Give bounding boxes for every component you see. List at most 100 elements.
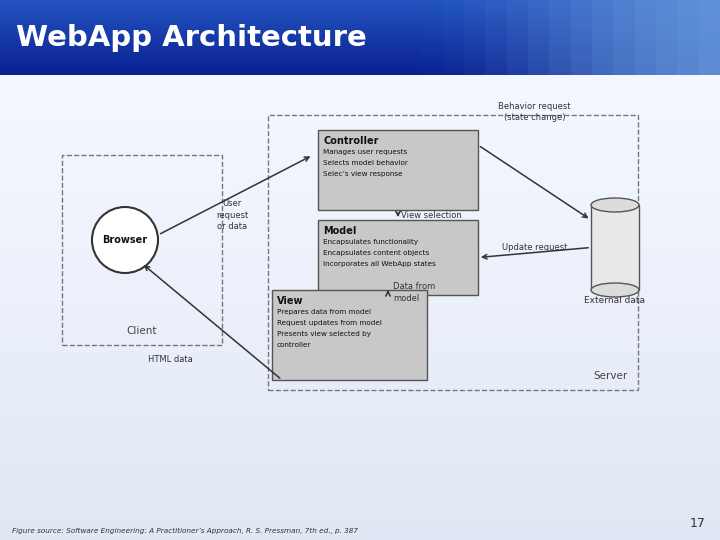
Bar <box>0 180 720 191</box>
Bar <box>0 168 720 180</box>
Bar <box>0 55 720 57</box>
Text: Figure source: Software Engineering: A Practitioner’s Approach, R. S. Pressman, : Figure source: Software Engineering: A P… <box>12 528 358 534</box>
Text: WebApp Architecture: WebApp Architecture <box>16 24 366 51</box>
Bar <box>272 290 427 380</box>
Text: View selection: View selection <box>401 211 462 219</box>
Text: Presents view selected by: Presents view selected by <box>277 331 371 337</box>
Bar <box>0 330 720 342</box>
Bar <box>0 412 720 424</box>
Bar <box>318 130 478 210</box>
Bar <box>0 98 720 110</box>
Bar <box>0 3 720 5</box>
Bar <box>0 72 720 75</box>
Bar <box>0 63 720 65</box>
Bar <box>0 494 720 505</box>
Text: Request updates from model: Request updates from model <box>277 320 382 326</box>
Bar <box>0 191 720 203</box>
Bar <box>0 70 720 72</box>
Text: HTML data: HTML data <box>148 355 192 364</box>
Bar <box>0 401 720 412</box>
Bar <box>0 110 720 122</box>
Bar <box>0 214 720 226</box>
Text: 17: 17 <box>690 517 706 530</box>
Bar <box>0 447 720 458</box>
Text: Manages user requests: Manages user requests <box>323 149 408 155</box>
Bar <box>528 0 720 75</box>
Bar <box>485 0 720 75</box>
Bar <box>0 57 720 60</box>
Bar <box>0 482 720 494</box>
Bar <box>421 0 720 75</box>
Bar <box>0 238 720 249</box>
Ellipse shape <box>591 283 639 297</box>
Bar <box>0 28 720 30</box>
Text: Model: Model <box>323 226 356 236</box>
Text: View: View <box>277 296 304 306</box>
Bar <box>0 517 720 528</box>
Bar <box>0 15 720 17</box>
Bar <box>0 25 720 28</box>
Text: Selects model behavior: Selects model behavior <box>323 160 408 166</box>
Bar <box>0 307 720 319</box>
Bar <box>0 470 720 482</box>
Bar <box>0 32 720 35</box>
Text: Controller: Controller <box>323 136 379 146</box>
Bar <box>507 0 720 75</box>
Bar <box>0 319 720 330</box>
Bar <box>0 203 720 214</box>
Text: Browser: Browser <box>102 235 148 245</box>
Bar <box>0 133 720 145</box>
Bar <box>0 354 720 366</box>
Text: Encapsulates functionality: Encapsulates functionality <box>323 239 418 245</box>
Bar <box>0 12 720 15</box>
Text: Behavior request
(state change): Behavior request (state change) <box>498 102 571 122</box>
Bar <box>0 273 720 284</box>
Bar <box>656 0 720 75</box>
Bar <box>0 528 720 540</box>
Bar <box>0 45 720 48</box>
Bar <box>0 20 720 23</box>
Bar <box>678 0 720 75</box>
Bar <box>0 52 720 55</box>
Text: User
request
or data: User request or data <box>216 199 248 231</box>
Bar <box>591 205 639 290</box>
Text: External data: External data <box>585 296 646 305</box>
Bar <box>0 75 720 86</box>
Bar <box>0 505 720 517</box>
Text: controller: controller <box>277 342 312 348</box>
Bar <box>549 0 720 75</box>
Bar <box>62 155 222 345</box>
Bar <box>0 43 720 45</box>
Bar <box>0 377 720 389</box>
Ellipse shape <box>591 198 639 212</box>
Bar <box>0 68 720 70</box>
Bar <box>0 424 720 435</box>
Bar <box>0 50 720 52</box>
Bar <box>0 40 720 43</box>
Text: Client: Client <box>127 326 157 336</box>
Bar <box>0 65 720 68</box>
Text: Encapsulates content objects: Encapsulates content objects <box>323 250 429 256</box>
Bar <box>0 261 720 273</box>
Bar <box>634 0 720 75</box>
Bar <box>443 0 720 75</box>
Text: Prepares data from model: Prepares data from model <box>277 309 371 315</box>
Bar <box>0 435 720 447</box>
Text: Selec’s view response: Selec’s view response <box>323 171 402 177</box>
Bar <box>0 23 720 25</box>
Bar <box>698 0 720 75</box>
Text: Data from
model: Data from model <box>393 282 436 302</box>
Text: Incorporates all WebApp states: Incorporates all WebApp states <box>323 261 436 267</box>
Bar <box>0 0 720 3</box>
Bar <box>0 342 720 354</box>
Bar <box>0 60 720 63</box>
Bar <box>613 0 720 75</box>
Bar <box>0 10 720 12</box>
Bar <box>0 296 720 307</box>
Bar <box>0 17 720 20</box>
Bar <box>0 226 720 238</box>
Bar <box>268 115 638 390</box>
Bar <box>0 5 720 8</box>
Bar <box>592 0 720 75</box>
Bar <box>0 37 720 40</box>
